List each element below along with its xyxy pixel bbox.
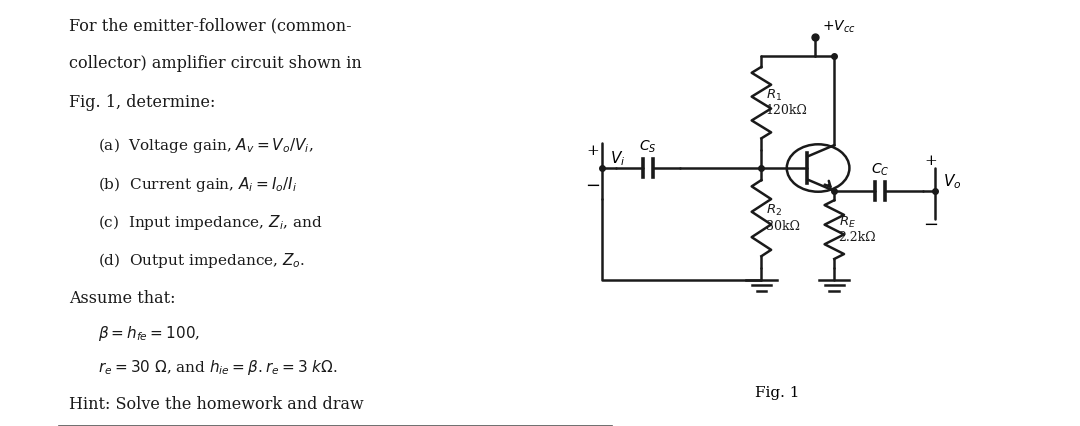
Text: Fig. 1, determine:: Fig. 1, determine: <box>69 94 215 111</box>
Text: +: + <box>586 144 598 158</box>
Text: $R_1$: $R_1$ <box>766 88 782 103</box>
Text: $R_E$: $R_E$ <box>839 215 855 230</box>
Text: (d)  Output impedance, $Z_o$.: (d) Output impedance, $Z_o$. <box>98 251 305 271</box>
Text: 120kΩ: 120kΩ <box>766 104 808 117</box>
Text: collector) amplifier circuit shown in: collector) amplifier circuit shown in <box>69 55 362 72</box>
Text: Fig. 1: Fig. 1 <box>755 386 800 400</box>
Text: (c)  Input impedance, $Z_i$, and: (c) Input impedance, $Z_i$, and <box>98 213 322 232</box>
Text: (b)  Current gain, $A_i = I_o/I_i$: (b) Current gain, $A_i = I_o/I_i$ <box>98 175 297 194</box>
Text: +: + <box>924 154 937 168</box>
Text: $V_o$: $V_o$ <box>944 173 962 191</box>
Text: $C_C$: $C_C$ <box>870 161 890 178</box>
Text: $\beta = h_{fe} = 100$,: $\beta = h_{fe} = 100$, <box>98 324 200 343</box>
Text: $V_i$: $V_i$ <box>610 150 625 168</box>
Text: −: − <box>923 216 939 234</box>
Text: 30kΩ: 30kΩ <box>766 220 799 233</box>
Text: Hint: Solve the homework and draw: Hint: Solve the homework and draw <box>69 396 364 413</box>
Text: $C_S$: $C_S$ <box>639 138 657 155</box>
Text: $R_2$: $R_2$ <box>766 203 782 218</box>
Text: Assume that:: Assume that: <box>69 290 176 307</box>
Text: For the emitter-follower (common-: For the emitter-follower (common- <box>69 17 352 34</box>
Text: −: − <box>584 177 600 196</box>
Text: (a)  Voltage gain, $A_v = V_o/V_i$,: (a) Voltage gain, $A_v = V_o/V_i$, <box>98 136 313 155</box>
Text: $r_e = 30\ \Omega$, and $h_{ie} = \beta.r_e = 3\ k\Omega$.: $r_e = 30\ \Omega$, and $h_{ie} = \beta.… <box>98 358 338 377</box>
Text: $+V_{cc}$: $+V_{cc}$ <box>822 19 855 35</box>
Text: 2.2kΩ: 2.2kΩ <box>839 231 876 244</box>
